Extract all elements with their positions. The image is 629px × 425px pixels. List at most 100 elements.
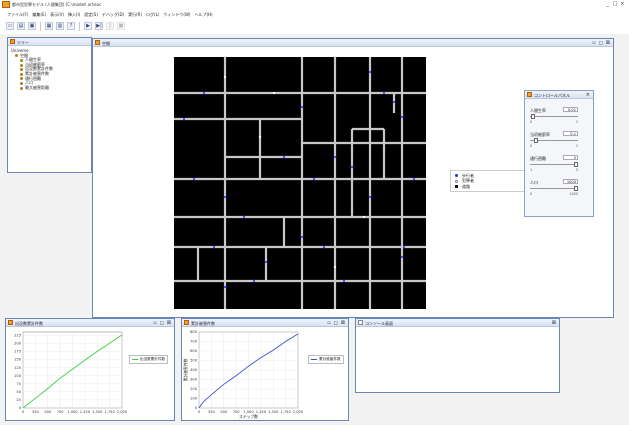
slider-thumb[interactable] [574, 162, 578, 167]
tree-node-variable[interactable]: 累計被害件数 [11, 71, 53, 77]
restore-icon[interactable]: ▫ [153, 320, 157, 326]
menu-help[interactable]: ヘルプ(H) [194, 12, 213, 17]
console-window[interactable]: コンソール画面 ⊠ [355, 318, 560, 393]
offender-agent [272, 91, 276, 95]
param-value-field[interactable]: 0.01 [563, 107, 578, 112]
restore-icon[interactable]: ▫ [592, 40, 596, 46]
series-line [198, 333, 299, 409]
tree-window-header[interactable]: ツリー [8, 38, 91, 46]
tree-node-label: 人間生率 [25, 57, 41, 63]
tree-node-variable[interactable]: 最大被害距離 [11, 85, 53, 91]
slider-track[interactable] [530, 188, 578, 189]
restore-icon[interactable]: ▫ [327, 320, 331, 326]
chart-window-header[interactable]: 累計被害件数 ▫ ◻ ⊠ [182, 319, 348, 327]
output-settings-icon[interactable]: ▦ [45, 22, 53, 30]
slider-max: 1000 [569, 192, 578, 196]
console-output[interactable] [357, 328, 558, 391]
space-window-icon [95, 40, 100, 45]
close-icon[interactable]: ⊠ [340, 320, 345, 326]
tree-window[interactable]: ツリー Universe 空間 人間生率 当初被罰率 出没数累計件数 累計被害件… [7, 37, 92, 173]
pedestrian-agent [412, 177, 416, 181]
chart-window-header[interactable]: 出没数累計件数 ▫ ◻ ⊠ [6, 319, 174, 327]
legend-label: 犯罪者 [462, 178, 474, 184]
space-map[interactable] [174, 57, 426, 309]
menu-debug[interactable]: デバッグ(D) [101, 12, 125, 17]
param-label: 当初被罰率 [530, 132, 550, 137]
save-file-icon[interactable]: ▣ [28, 22, 36, 30]
variable-icon [20, 81, 23, 85]
pedestrian-agent [350, 165, 354, 169]
close-icon[interactable]: ⊠ [166, 320, 171, 326]
console-window-title: コンソール画面 [365, 321, 393, 326]
pedestrian-agent [402, 245, 406, 249]
menu-insert[interactable]: 挿入(I) [67, 12, 81, 17]
stop-icon[interactable]: ■ [117, 22, 125, 30]
menu-settings[interactable]: 設定(S) [84, 12, 98, 17]
chart-window-damage[interactable]: 累計被害件数 ▫ ◻ ⊠ 0 100 200 300 400 500 600 700 800 0 2… [181, 318, 349, 421]
legend-item: 道路 [455, 184, 520, 190]
slider-thumb[interactable] [574, 186, 578, 191]
pedestrian-agent [192, 177, 196, 181]
run-icon[interactable]: ▶ [84, 22, 92, 30]
new-file-icon[interactable]: ▭ [6, 22, 14, 30]
slider-track[interactable] [530, 164, 578, 165]
space-window-header[interactable]: 空間 ▫ ◻ ⊠ [93, 39, 613, 47]
tree-node-variable[interactable]: 当初被罰率 [11, 62, 53, 68]
chart-legend: 出没数累計件数 [129, 355, 169, 364]
tree-node-variable[interactable]: 出没数累計件数 [11, 67, 53, 72]
close-icon[interactable]: ⊠ [605, 40, 610, 46]
chart-window-offenders[interactable]: 出没数累計件数 ▫ ◻ ⊠ 0 25 50 75 100 125 150 175 200 225 0… [5, 318, 175, 421]
menu-file[interactable]: ファイル(F) [7, 12, 29, 17]
pedestrian-agent [282, 155, 286, 159]
param-value-field[interactable]: 5 [563, 155, 578, 160]
tree-node-variable[interactable]: 人口 [11, 81, 53, 86]
param-value-field[interactable]: 1000 [563, 179, 578, 184]
y-tick-label: 200 [14, 342, 22, 346]
pedestrian-agent [223, 285, 227, 289]
close-button[interactable]: × [620, 1, 625, 7]
tree-node-universe[interactable]: Universe [11, 48, 53, 54]
menu-window[interactable]: ウィンドウ(W) [163, 12, 191, 17]
menu-edit[interactable]: 編集(E) [32, 12, 47, 17]
slider-thumb[interactable] [534, 138, 539, 143]
variable-icon [20, 58, 23, 62]
tree-window-icon [10, 39, 15, 44]
minimize-button[interactable]: _ [606, 1, 609, 7]
help-icon[interactable]: ? [67, 22, 75, 30]
maximize-icon[interactable]: ◻ [159, 320, 164, 326]
close-icon[interactable]: × [585, 92, 590, 98]
maximize-button[interactable]: □ [612, 1, 618, 7]
space-legend: 歩行者 犯罪者 道路 [450, 170, 525, 192]
control-panel[interactable]: コントロールパネル × 人間生率 0.01 0 1 当初被罰率 0.1 0 1 … [524, 90, 594, 217]
maximize-icon[interactable]: ◻ [598, 40, 603, 46]
slider-track[interactable] [530, 116, 578, 117]
tree-node-variable[interactable]: 人間生率 [11, 58, 53, 63]
menu-view[interactable]: 表示(V) [50, 12, 64, 17]
tree-node-variable[interactable]: 通行困難 [11, 76, 53, 82]
window-title: 都市型犯罪モデル (人間集団) [C:\model\ artisoc [12, 2, 102, 7]
pedestrian-agent [300, 105, 304, 109]
y-tick-label: 100 [14, 374, 22, 378]
pedestrian-agent [264, 260, 268, 264]
chart-window-controls: ▫ ◻ ⊠ [327, 320, 345, 326]
pause-icon[interactable]: || [106, 22, 114, 30]
tree-view-icon[interactable]: ▥ [56, 22, 64, 30]
maximize-icon[interactable]: ◻ [333, 320, 338, 326]
pedestrian-agent [392, 100, 396, 104]
slider-thumb[interactable] [530, 114, 535, 119]
param-value-field[interactable]: 0.1 [563, 131, 578, 136]
legend-label: 累計被害件数 [319, 357, 341, 361]
menu-log[interactable]: ログ(L) [146, 12, 160, 17]
step-icon[interactable]: ▶| [95, 22, 103, 30]
console-window-header[interactable]: コンソール画面 ⊠ [356, 319, 559, 327]
space-window[interactable]: 空間 ▫ ◻ ⊠ [92, 38, 614, 318]
close-icon[interactable]: ⊠ [551, 320, 556, 326]
open-file-icon[interactable]: ▤ [17, 22, 25, 30]
chart-legend: 累計被害件数 [308, 355, 344, 364]
control-panel-header[interactable]: コントロールパネル × [525, 91, 593, 99]
tree-node-space[interactable]: 空間 [11, 53, 53, 59]
slider-track[interactable] [530, 140, 578, 141]
chart-window-controls: ▫ ◻ ⊠ [153, 320, 171, 326]
menu-run[interactable]: 実行(R) [128, 12, 143, 17]
legend-line [132, 359, 138, 360]
